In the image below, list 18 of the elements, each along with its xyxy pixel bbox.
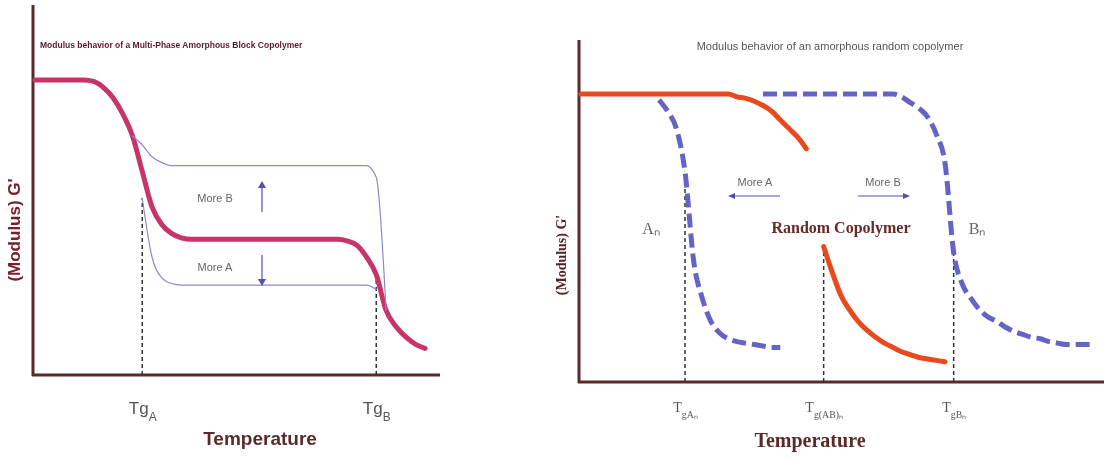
y-axis-title: (Modulus) G' bbox=[5, 178, 24, 282]
chart-title: Modulus behavior of a Multi-Phase Amorphous Block Copolymer bbox=[40, 40, 303, 50]
x-tick-label: Tg$_{B}$ bbox=[362, 399, 391, 425]
x-tick-label: T$_{g(AB)ₙ}$ bbox=[805, 399, 843, 421]
x-tick-label: T$_{gBₙ}$ bbox=[942, 399, 967, 420]
annotation: More B bbox=[197, 192, 233, 204]
y-axis-title: (Modulus) G' bbox=[554, 214, 570, 296]
chart-title: Modulus behavior of an amorphous random copolymer bbox=[696, 40, 964, 52]
series-label: Aₙ bbox=[642, 220, 660, 237]
x-axis-title: Temperature bbox=[754, 429, 866, 452]
annotation: More A bbox=[737, 176, 774, 188]
x-axis-title: Temperature bbox=[203, 428, 317, 449]
series-label: Random Copolymer bbox=[771, 219, 911, 237]
x-tick-label: Tg$_{A}$ bbox=[128, 399, 157, 425]
annotation: More B bbox=[865, 176, 901, 188]
annotation: More A bbox=[197, 261, 234, 273]
x-tick-label: T$_{gAₙ}$ bbox=[673, 399, 698, 420]
series-label: Bₙ bbox=[968, 220, 986, 237]
